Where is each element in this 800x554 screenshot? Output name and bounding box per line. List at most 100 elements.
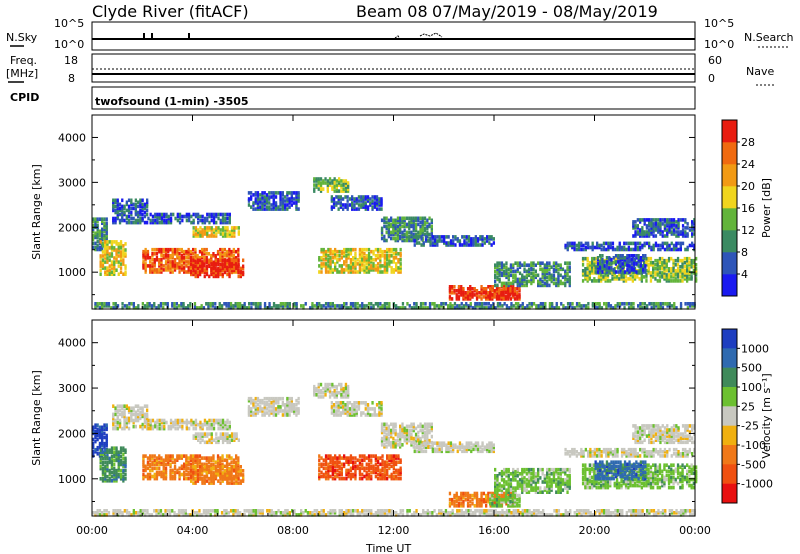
echo-cell xyxy=(509,273,513,278)
echo-cell xyxy=(146,460,150,464)
echo-cell xyxy=(319,382,323,387)
echo-cell xyxy=(344,205,347,209)
echo-cell xyxy=(663,265,666,269)
echo-cell xyxy=(362,195,365,199)
echo-cell xyxy=(509,293,512,297)
echo-cell xyxy=(110,306,113,310)
echo-cell xyxy=(160,460,163,464)
echo-cell xyxy=(390,236,393,241)
echo-cell xyxy=(397,252,400,256)
echo-cell xyxy=(666,232,669,236)
echo-cell xyxy=(392,222,395,227)
echo-cell xyxy=(281,304,285,308)
echo-cell xyxy=(196,272,200,277)
echo-cell xyxy=(401,216,404,221)
echo-cell xyxy=(399,262,402,266)
echo-cell xyxy=(223,302,226,306)
echo-cell xyxy=(632,268,636,272)
nave-label: Nave xyxy=(746,65,774,78)
echo-cell xyxy=(591,260,594,265)
echo-cell xyxy=(261,413,264,417)
echo-cell xyxy=(119,244,123,248)
echo-cell xyxy=(203,477,206,481)
echo-cell xyxy=(101,227,104,232)
echo-cell xyxy=(467,304,470,308)
echo-cell xyxy=(210,434,213,438)
echo-cell xyxy=(194,252,197,256)
echo-cell xyxy=(555,281,558,286)
echo-cell xyxy=(322,304,325,308)
echo-cell xyxy=(591,302,594,306)
echo-cell xyxy=(183,462,186,467)
echo-cell xyxy=(121,426,124,431)
echo-cell xyxy=(521,275,524,280)
echo-cell xyxy=(188,426,191,431)
echo-cell xyxy=(210,226,213,230)
echo-cell xyxy=(143,220,147,225)
echo-cell xyxy=(169,458,172,462)
echo-cell xyxy=(532,263,535,267)
echo-cell xyxy=(684,234,687,238)
echo-cell xyxy=(205,465,209,469)
echo-cell xyxy=(395,256,398,260)
echo-cell xyxy=(639,258,642,262)
echo-cell xyxy=(329,268,332,272)
echo-cell xyxy=(163,418,166,423)
echo-cell xyxy=(232,306,235,310)
echo-cell xyxy=(154,218,157,223)
echo-cell xyxy=(372,264,375,268)
echo-cell xyxy=(117,246,120,250)
echo-cell xyxy=(121,412,124,417)
echo-cell xyxy=(192,247,195,252)
echo-cell xyxy=(194,456,197,460)
echo-cell xyxy=(297,207,300,211)
echo-cell xyxy=(196,473,200,477)
echo-cell xyxy=(346,207,349,211)
echo-cell xyxy=(516,261,519,265)
echo-cell xyxy=(127,426,131,431)
echo-cell xyxy=(119,246,123,250)
echo-cell xyxy=(366,199,370,203)
echo-cell xyxy=(677,226,680,230)
echo-cell xyxy=(632,302,635,306)
echo-cell xyxy=(233,234,236,238)
echo-cell xyxy=(475,289,479,293)
echo-cell xyxy=(448,291,452,295)
echo-cell xyxy=(372,252,375,256)
echo-cell xyxy=(628,266,631,270)
echo-cell xyxy=(686,271,689,275)
echo-cell xyxy=(373,197,376,201)
echo-cell xyxy=(586,265,589,269)
echo-cell xyxy=(521,273,524,278)
echo-cell xyxy=(127,198,131,203)
echo-cell xyxy=(568,281,571,286)
echo-cell xyxy=(670,247,673,252)
echo-cell xyxy=(512,269,515,274)
echo-cell xyxy=(124,460,127,465)
echo-cell xyxy=(395,247,398,252)
echo-cell xyxy=(495,295,499,299)
echo-cell xyxy=(237,469,240,473)
echo-cell xyxy=(342,183,345,187)
echo-cell xyxy=(137,416,140,421)
echo-cell xyxy=(686,245,689,250)
echo-cell xyxy=(588,267,591,271)
echo-cell xyxy=(171,254,174,258)
echo-cell xyxy=(160,472,163,477)
echo-cell xyxy=(185,212,188,217)
echo-cell xyxy=(219,258,222,263)
echo-cell xyxy=(500,261,504,265)
echo-cell xyxy=(101,450,105,454)
echo-cell xyxy=(352,258,355,262)
echo-cell xyxy=(399,234,402,239)
echo-cell xyxy=(597,279,601,283)
echo-cell xyxy=(196,464,199,469)
echo-cell xyxy=(338,249,341,254)
echo-cell xyxy=(221,434,225,438)
echo-cell xyxy=(270,306,273,310)
echo-cell xyxy=(171,260,174,264)
echo-cell xyxy=(242,475,245,479)
echo-cell xyxy=(421,228,424,233)
echo-cell xyxy=(462,289,465,293)
echo-cell xyxy=(666,247,669,252)
